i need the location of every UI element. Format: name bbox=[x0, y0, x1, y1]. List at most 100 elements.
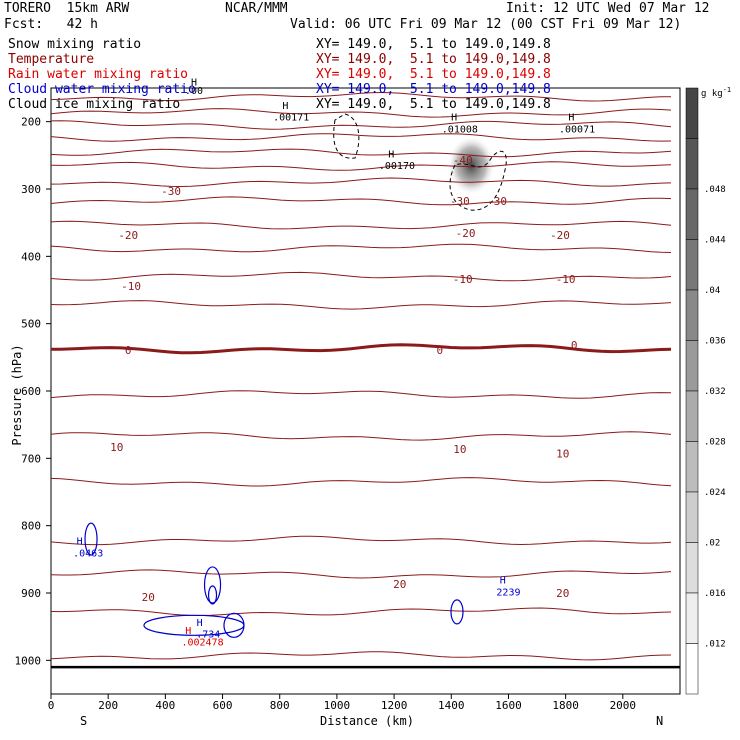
y-tick-label: 1000 bbox=[15, 654, 42, 667]
colorbar-tick-label: .016 bbox=[704, 589, 726, 599]
cloud-water-contour bbox=[203, 566, 222, 604]
colorbar-tick-label: .04 bbox=[704, 286, 720, 296]
init-time: Init: 12 UTC Wed 07 Mar 12 bbox=[506, 1, 710, 16]
isotherm bbox=[50, 243, 672, 253]
colorbar-cell bbox=[685, 188, 699, 240]
isotherm bbox=[50, 271, 672, 282]
isotherm-label: 20 bbox=[393, 578, 406, 591]
model-title: TORERO 15km ARW bbox=[4, 1, 130, 16]
isotherm bbox=[50, 177, 672, 188]
maximum-label: H bbox=[451, 112, 457, 123]
y-tick-label: 900 bbox=[21, 587, 41, 600]
isotherm bbox=[50, 196, 672, 206]
colorbar-tick-label: .02 bbox=[704, 539, 720, 549]
isotherm bbox=[50, 390, 672, 399]
colorbar-cell bbox=[685, 643, 699, 695]
isotherm-label: 0 bbox=[571, 339, 578, 352]
isotherm-label: -30 bbox=[450, 195, 470, 208]
isotherm-label: -20 bbox=[118, 229, 138, 242]
isotherm bbox=[50, 133, 672, 142]
x-tick-label: 400 bbox=[155, 699, 175, 712]
maximum-label: H bbox=[388, 149, 394, 160]
colorbar-tick-label: .028 bbox=[704, 438, 726, 448]
x-tick-label: 600 bbox=[213, 699, 233, 712]
colorbar-tick-label: .032 bbox=[704, 387, 726, 397]
colorbar-cell bbox=[685, 289, 699, 341]
maximum-label: .01008 bbox=[442, 124, 478, 135]
isotherm-label: -10 bbox=[556, 273, 576, 286]
field-name-cloud-ice: Cloud ice mixing ratio bbox=[8, 97, 181, 112]
isotherm-label: -10 bbox=[453, 273, 473, 286]
maximum-label: H bbox=[500, 576, 506, 587]
y-tick-label: 300 bbox=[21, 183, 41, 196]
x-tick-label: 800 bbox=[270, 699, 290, 712]
isotherm-label: 10 bbox=[453, 443, 466, 456]
y-tick-label: 800 bbox=[21, 520, 41, 533]
y-tick-label: 600 bbox=[21, 385, 41, 398]
isotherm-label: 0 bbox=[125, 344, 132, 357]
isotherm bbox=[50, 148, 672, 158]
x-tick-label: 200 bbox=[98, 699, 118, 712]
maximum-label: H bbox=[568, 112, 574, 123]
maximum-label: .00071 bbox=[559, 124, 595, 135]
colorbar-tick-label: .044 bbox=[704, 236, 726, 246]
maximum-label: H bbox=[191, 77, 197, 88]
valid-time: Valid: 06 UTC Fri 09 Mar 12 (00 CST Fri … bbox=[290, 17, 682, 32]
cloud-water-contour bbox=[143, 614, 245, 636]
isotherm bbox=[51, 343, 672, 355]
x-axis-left-end: S bbox=[80, 714, 88, 728]
isotherm-label: 0 bbox=[437, 344, 444, 357]
ice-contour bbox=[449, 150, 507, 211]
isotherm-label: 10 bbox=[556, 448, 569, 461]
colorbar-cell bbox=[685, 542, 699, 594]
maximum-label: .002478 bbox=[181, 637, 223, 648]
isotherm bbox=[50, 477, 672, 487]
x-tick-label: 1800 bbox=[552, 699, 579, 712]
cloud-water-contour bbox=[223, 612, 245, 638]
x-axis-label: Distance (km) bbox=[320, 714, 414, 728]
field-xy-cloud-water: XY= 149.0, 5.1 to 149.0,149.8 bbox=[316, 82, 551, 97]
isotherm-label: 20 bbox=[556, 587, 569, 600]
forecast-hour: Fcst: 42 h bbox=[4, 17, 98, 32]
x-axis-right-end: N bbox=[656, 714, 664, 728]
colorbar-tick-label: .024 bbox=[704, 488, 726, 498]
field-xy-rain: XY= 149.0, 5.1 to 149.0,149.8 bbox=[316, 67, 551, 82]
colorbar-cell bbox=[685, 87, 699, 139]
colorbar-cell bbox=[685, 491, 699, 543]
x-tick-label: 1000 bbox=[324, 699, 351, 712]
ice-contour bbox=[333, 113, 360, 159]
isotherm bbox=[50, 300, 672, 310]
colorbar-cell bbox=[685, 592, 699, 644]
isotherm-label: -40 bbox=[453, 154, 473, 167]
y-axis-label: Pressure (hPa) bbox=[10, 344, 24, 446]
isotherm bbox=[50, 651, 672, 661]
y-tick-label: 400 bbox=[21, 250, 41, 263]
cloud-water-contour bbox=[450, 599, 464, 625]
maximum-label: .00171 bbox=[273, 112, 309, 123]
colorbar-tick-label: .012 bbox=[704, 640, 726, 650]
maximum-label: H bbox=[77, 536, 83, 547]
y-tick-label: 200 bbox=[21, 116, 41, 129]
isotherm bbox=[50, 108, 672, 118]
isotherm bbox=[50, 91, 672, 102]
maximum-label: H bbox=[197, 618, 203, 629]
colorbar-cell bbox=[685, 138, 699, 190]
x-tick-label: 2000 bbox=[610, 699, 637, 712]
isotherm-label: -20 bbox=[550, 229, 570, 242]
maximum-label: 2239 bbox=[496, 588, 520, 599]
maximum-label: .0463 bbox=[73, 549, 103, 560]
y-tick-label: 500 bbox=[21, 318, 41, 331]
field-name-temperature: Temperature bbox=[8, 52, 95, 67]
colorbar-unit: g kg-1 bbox=[701, 86, 732, 99]
maximum-label: H bbox=[282, 101, 288, 112]
org-label: NCAR/MMM bbox=[225, 1, 288, 16]
isotherm bbox=[50, 569, 672, 579]
field-name-snow: Snow mixing ratio bbox=[8, 37, 142, 52]
isotherm bbox=[50, 161, 672, 171]
y-tick-label: 700 bbox=[21, 452, 41, 465]
isotherm bbox=[50, 535, 672, 546]
field-name-cloud-water: Cloud water mixing ratio bbox=[8, 82, 196, 97]
isotherm-label: -10 bbox=[121, 280, 141, 293]
x-tick-label: 1600 bbox=[495, 699, 522, 712]
